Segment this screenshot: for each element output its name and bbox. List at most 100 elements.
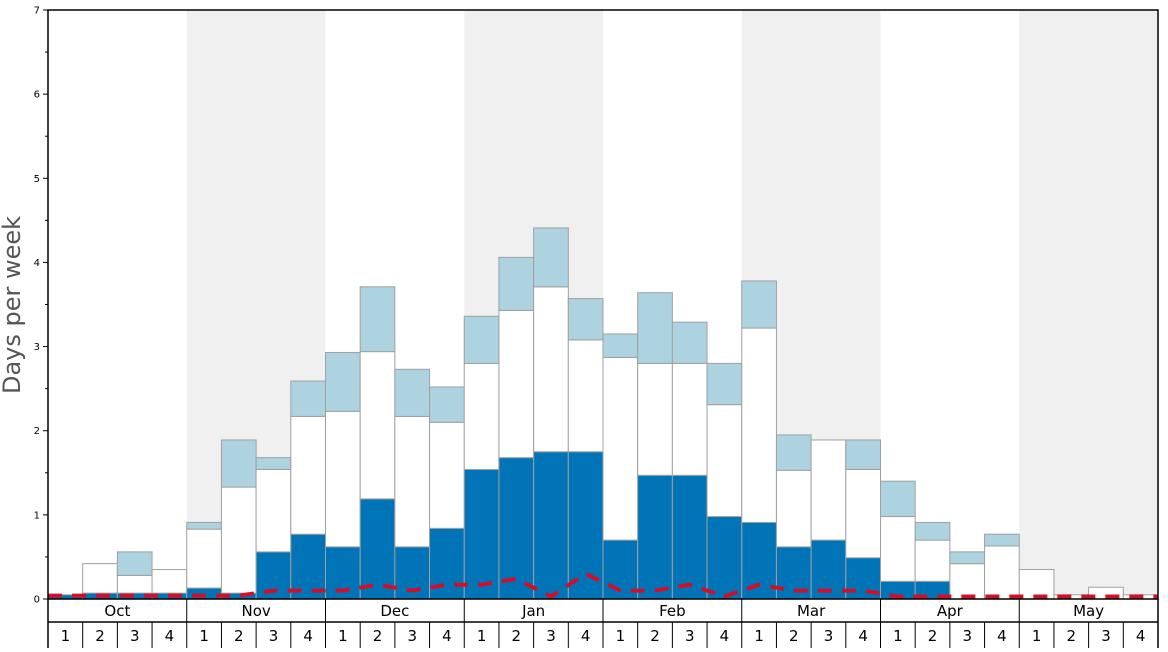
week-label: 2 bbox=[512, 627, 522, 645]
week-label: 2 bbox=[928, 627, 938, 645]
bar-segment-s1-w16 bbox=[567, 339, 604, 453]
month-label-may: May bbox=[1073, 602, 1104, 620]
reference-line-group bbox=[48, 571, 1158, 599]
bar-segment-s0-w8 bbox=[290, 533, 326, 600]
bar-segment-s2-w14 bbox=[498, 256, 535, 311]
bar-segment-s2-w25 bbox=[880, 480, 916, 518]
week-label: 3 bbox=[130, 627, 140, 645]
bar-segment-s2-w20 bbox=[706, 362, 743, 406]
bar-segment-s1-w22 bbox=[775, 469, 812, 548]
week-label: 1 bbox=[477, 627, 487, 645]
bar-segment-s1-w25 bbox=[880, 516, 916, 582]
bar-segment-s0-w14 bbox=[498, 457, 535, 600]
bar-segment-s2-w9 bbox=[325, 351, 361, 412]
week-label: 4 bbox=[720, 627, 730, 645]
bar-segment-s2-w27 bbox=[949, 551, 986, 565]
bar-segment-s1-w21 bbox=[741, 327, 777, 523]
bar-segment-s1-w11 bbox=[394, 415, 431, 548]
bar-segment-s1-w27 bbox=[949, 563, 986, 600]
bars bbox=[47, 227, 1159, 600]
y-tick-label-0: 0 bbox=[34, 595, 40, 606]
bar-segment-s2-w22 bbox=[775, 434, 812, 471]
bar-segment-s0-w19 bbox=[671, 474, 708, 600]
month-label-mar: Mar bbox=[797, 602, 826, 620]
bar-segment-s2-w28 bbox=[984, 533, 1020, 547]
week-label: 3 bbox=[824, 627, 834, 645]
week-label: 2 bbox=[650, 627, 660, 645]
bar-segment-s2-w16 bbox=[567, 298, 604, 341]
month-label-feb: Feb bbox=[659, 602, 686, 620]
bar-segment-s2-w13 bbox=[463, 315, 500, 364]
bar-segment-s0-w10 bbox=[359, 498, 396, 600]
month-label-jan: Jan bbox=[521, 602, 545, 620]
bar-segment-s1-w29 bbox=[1018, 569, 1055, 600]
bar-segment-s1-w12 bbox=[429, 421, 465, 529]
bar-segment-s1-w19 bbox=[671, 362, 708, 476]
bar-segment-s0-w16 bbox=[567, 451, 604, 600]
week-label: 4 bbox=[303, 627, 313, 645]
reference-line bbox=[48, 571, 1158, 599]
y-tick-label-2: 2 bbox=[34, 426, 40, 437]
month-label-nov: Nov bbox=[241, 602, 270, 620]
week-label: 4 bbox=[165, 627, 175, 645]
week-label: 2 bbox=[789, 627, 799, 645]
y-tick-label-1: 1 bbox=[34, 510, 40, 521]
week-label: 1 bbox=[1032, 627, 1042, 645]
bar-segment-s2-w15 bbox=[533, 227, 569, 288]
bar-segment-s2-w3 bbox=[116, 551, 153, 576]
bar-segment-s2-w17 bbox=[602, 333, 639, 359]
bar-segment-s2-w21 bbox=[741, 280, 777, 329]
week-label: 3 bbox=[685, 627, 695, 645]
week-label: 3 bbox=[546, 627, 556, 645]
month-band-may bbox=[1019, 10, 1158, 599]
y-tick-label-3: 3 bbox=[34, 342, 40, 353]
bar-segment-s0-w20 bbox=[706, 516, 743, 600]
bar-segment-s1-w18 bbox=[637, 362, 673, 476]
bar-segment-s1-w14 bbox=[498, 309, 535, 459]
week-label: 4 bbox=[1136, 627, 1146, 645]
week-label: 2 bbox=[1067, 627, 1077, 645]
bar-segment-s1-w5 bbox=[186, 528, 222, 589]
bar-segment-s1-w9 bbox=[325, 410, 361, 548]
month-label-oct: Oct bbox=[104, 602, 130, 620]
bar-segment-s2-w26 bbox=[914, 521, 951, 541]
week-label: 2 bbox=[373, 627, 383, 645]
bar-segment-s1-w4 bbox=[151, 569, 188, 594]
bar-segment-s2-w12 bbox=[429, 386, 465, 423]
bar-segment-s1-w26 bbox=[914, 539, 951, 582]
bar-segment-s2-w24 bbox=[845, 439, 881, 470]
bar-segment-s2-w6 bbox=[220, 439, 257, 488]
bar-segment-s1-w28 bbox=[984, 545, 1020, 600]
bar-segment-s2-w10 bbox=[359, 286, 396, 353]
axes: 0 1 2 3 4 5 6 7 Oct Nov Dec Jan Feb Mar Apr May 1 2 3 4 1 2 3 4… bbox=[34, 6, 1159, 648]
bar-segment-s1-w20 bbox=[706, 404, 743, 518]
bar-segment-s1-w24 bbox=[845, 468, 881, 559]
bar-segment-s1-w2 bbox=[82, 563, 118, 594]
bar-segment-s1-w3 bbox=[116, 574, 153, 594]
week-label: 4 bbox=[442, 627, 452, 645]
week-label: 1 bbox=[616, 627, 626, 645]
month-label-dec: Dec bbox=[380, 602, 409, 620]
bar-segment-s1-w10 bbox=[359, 351, 396, 500]
week-label: 1 bbox=[754, 627, 764, 645]
bar-segment-s1-w13 bbox=[463, 362, 500, 470]
week-label: 1 bbox=[199, 627, 209, 645]
week-label: 4 bbox=[581, 627, 591, 645]
week-label: 4 bbox=[858, 627, 868, 645]
bar-segment-s1-w17 bbox=[602, 357, 639, 541]
bar-segment-s2-w11 bbox=[394, 368, 431, 417]
bar-segment-s0-w18 bbox=[637, 474, 673, 600]
y-tick-label-7: 7 bbox=[34, 6, 40, 17]
bar-segment-s1-w23 bbox=[810, 439, 847, 541]
bar-segment-s1-w8 bbox=[290, 415, 326, 535]
bar-segment-s1-w6 bbox=[220, 486, 257, 594]
week-label: 2 bbox=[95, 627, 105, 645]
bar-segment-s1-w15 bbox=[533, 286, 569, 453]
week-label: 3 bbox=[407, 627, 417, 645]
y-tick-label-6: 6 bbox=[34, 90, 40, 101]
bar-segment-s1-w7 bbox=[255, 468, 292, 553]
week-label: 3 bbox=[962, 627, 972, 645]
bar-segment-s2-w8 bbox=[290, 380, 326, 417]
